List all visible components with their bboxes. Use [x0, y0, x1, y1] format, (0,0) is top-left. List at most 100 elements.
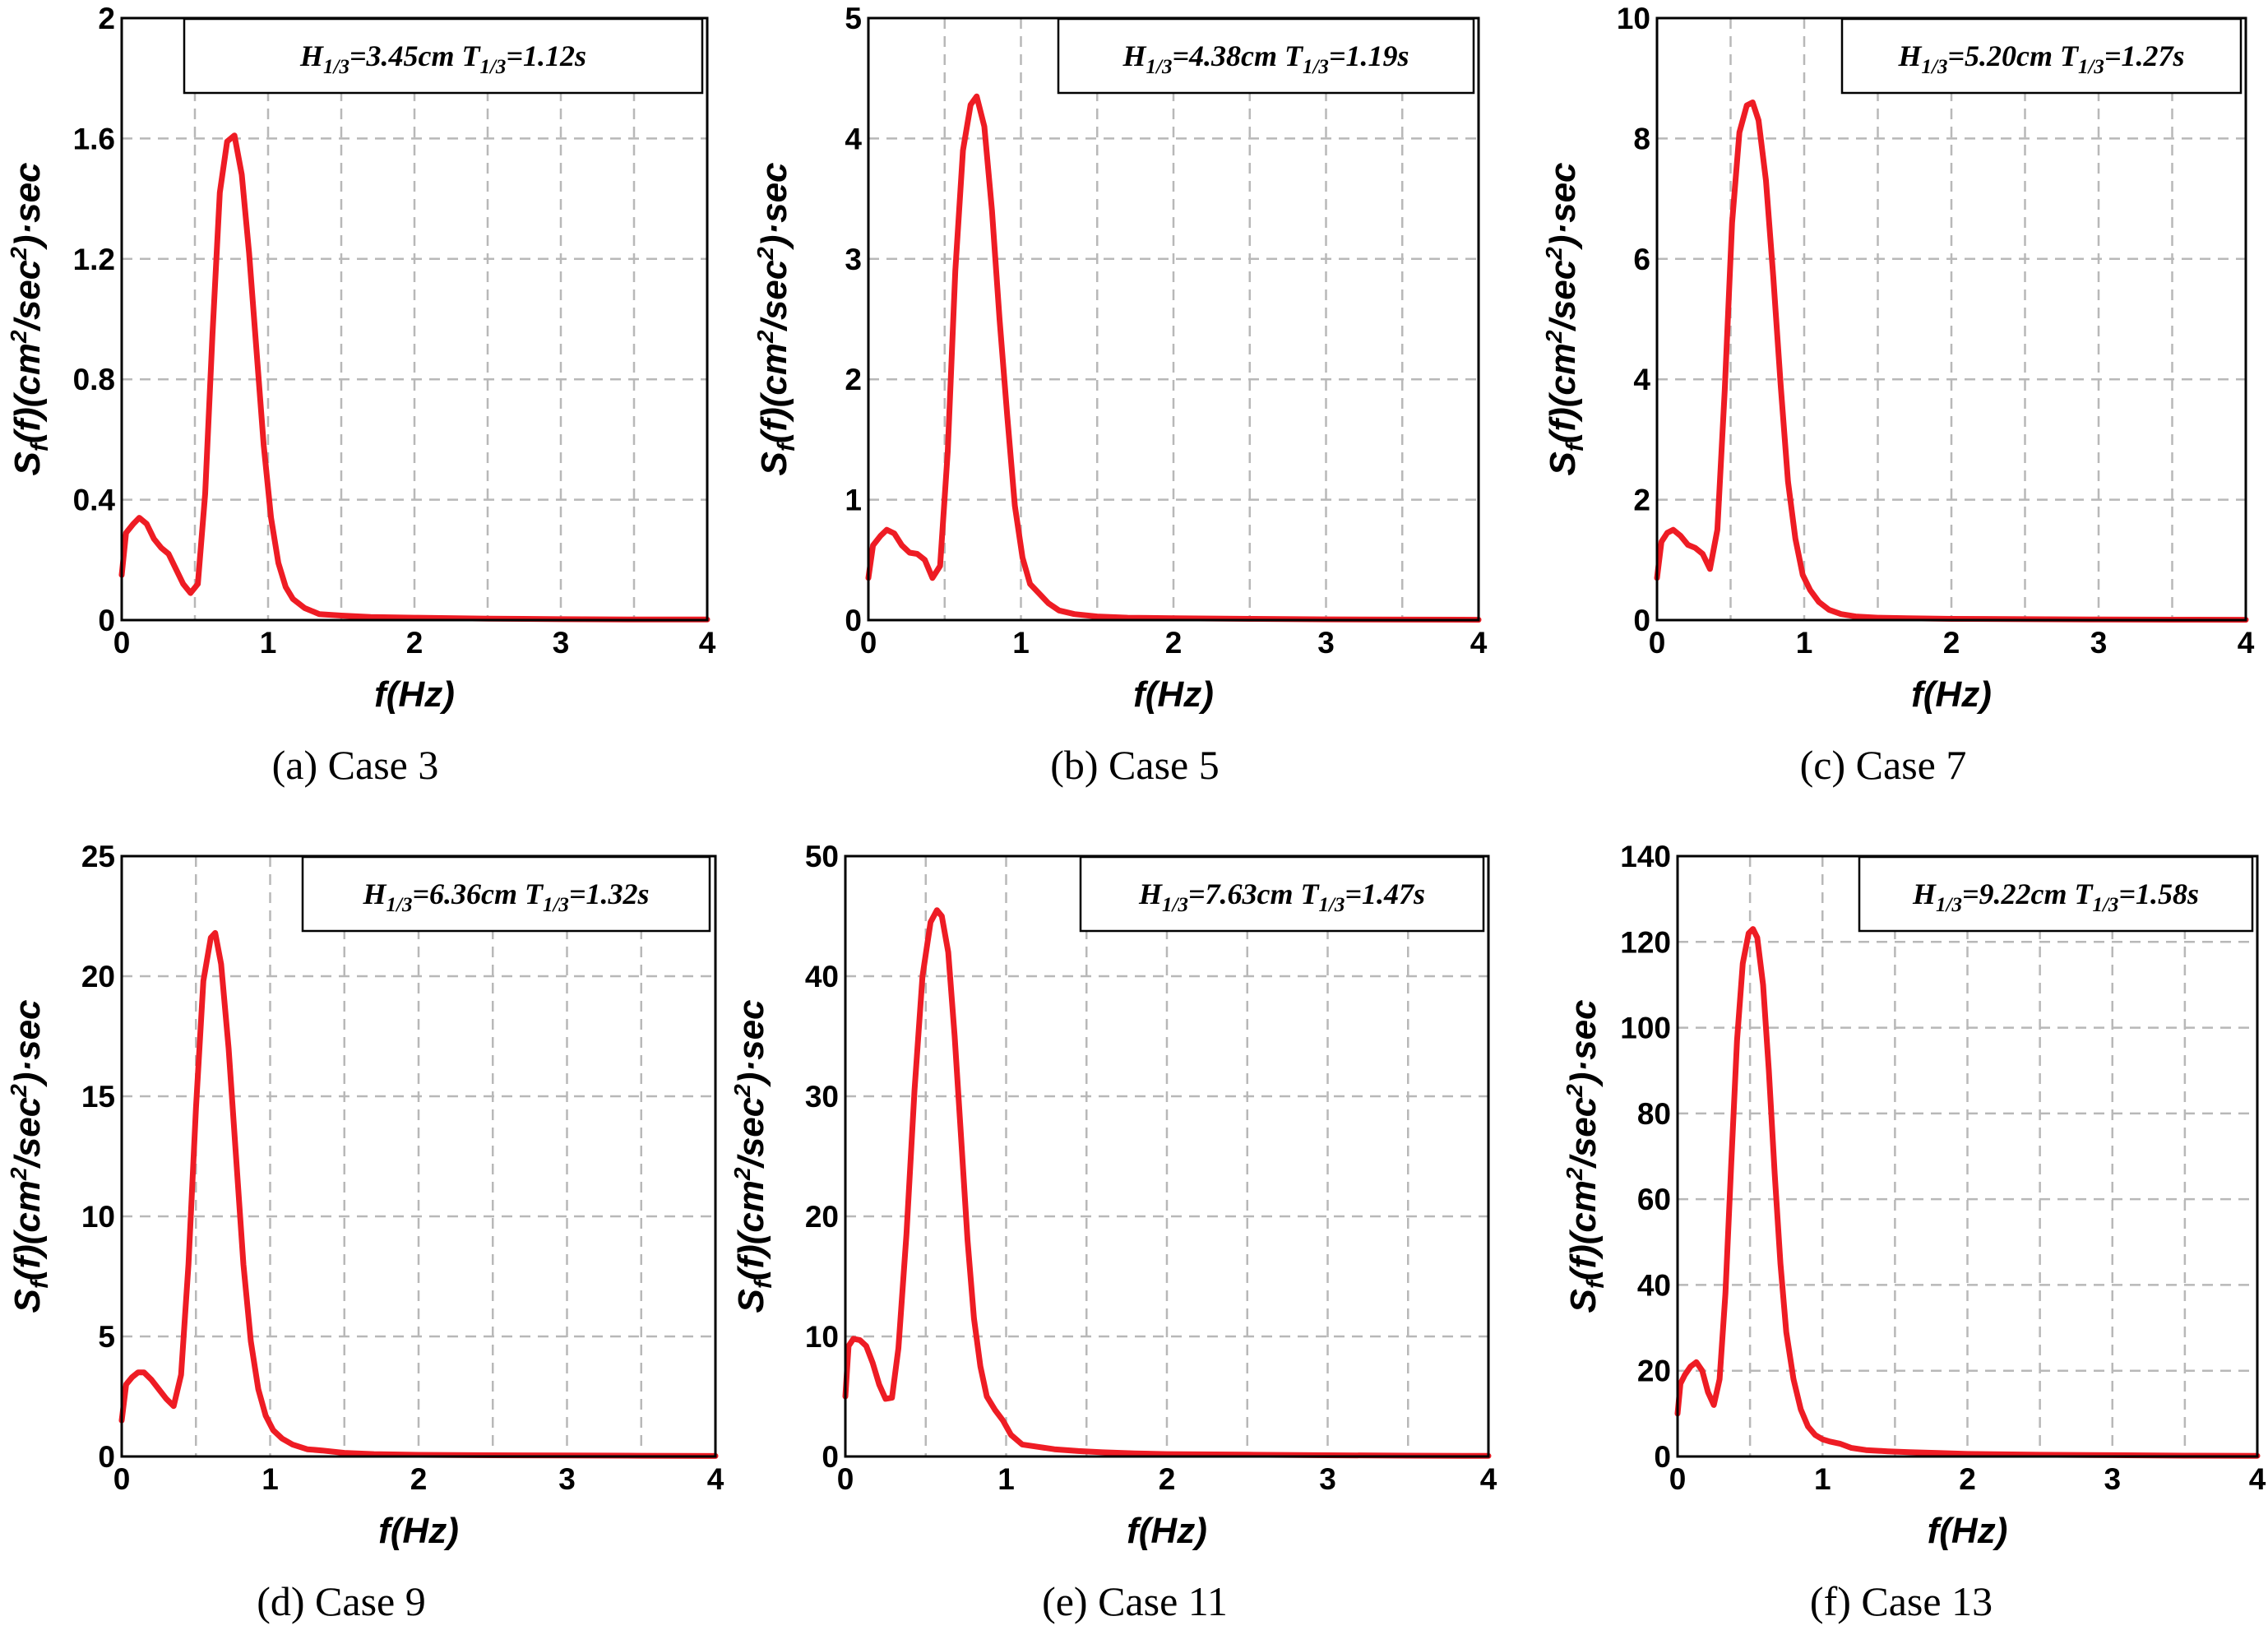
- legend-frame: [301, 855, 711, 933]
- legend-h-value: =6.36cm: [412, 878, 517, 910]
- x-tick-label: 0: [113, 1462, 131, 1496]
- legend-t-label: T: [2053, 39, 2080, 72]
- legend-box: H1/3=3.45cm T1/3=1.12s: [183, 17, 704, 95]
- y-axis-title-part: /sec: [731, 1097, 771, 1169]
- x-tick-label: 1: [260, 626, 277, 660]
- y-tick-label: 4: [1633, 363, 1650, 396]
- x-tick-label: 3: [1319, 1462, 1336, 1496]
- x-tick-label: 0: [1669, 1462, 1687, 1496]
- y-axis-title-part: )·sec: [731, 999, 771, 1087]
- panel-caption: (a) Case 3: [272, 742, 439, 788]
- y-tick-label: 4: [845, 122, 862, 155]
- legend-t-value: =1.12s: [506, 39, 586, 72]
- y-axis-title-part: (f)(cm: [754, 343, 794, 443]
- y-axis-title-part: /sec: [7, 1097, 48, 1169]
- legend-t-sub: 1/3: [2092, 894, 2118, 916]
- legend-t-sub: 1/3: [1303, 56, 1329, 78]
- y-tick-label: 10: [1617, 2, 1650, 35]
- chart-panel-5: 0 1 2 3 401020304050f(Hz)Sf(f)(cm2/sec2)·sec…: [729, 840, 1497, 1624]
- legend-h-sub: 1/3: [1936, 894, 1962, 916]
- y-tick-label: 0: [98, 604, 115, 637]
- y-tick-label: 2: [98, 2, 115, 35]
- legend-h-sub: 1/3: [386, 894, 413, 916]
- y-axis-title-part: 2: [729, 1084, 755, 1098]
- x-tick-label: 2: [406, 626, 424, 660]
- y-tick-label: 0.8: [73, 363, 115, 396]
- y-tick-label: 2: [1633, 484, 1650, 517]
- y-axis-title-part: f: [773, 441, 800, 452]
- y-tick-label: 20: [1637, 1355, 1671, 1388]
- y-axis-title: Sf(f)(cm2/sec2)·sec: [1541, 162, 1589, 475]
- y-tick-label: 0: [98, 1440, 115, 1474]
- y-axis-title-part: S: [7, 1289, 48, 1313]
- panel-caption: (e) Case 11: [1042, 1578, 1228, 1624]
- legend-text: H1/3=7.63cm T1/3=1.47s: [1138, 878, 1425, 916]
- y-tick-label: 0.4: [73, 484, 116, 517]
- y-tick-label: 40: [1637, 1268, 1671, 1302]
- y-tick-label: 8: [1633, 122, 1650, 155]
- chart-panel-3: 0 1 2 3 40246810f(Hz)Sf(f)(cm2/sec2)·secH1/3…: [1541, 2, 2255, 788]
- y-axis-title-part: f: [750, 1278, 777, 1289]
- y-axis-title-part: /sec: [754, 260, 794, 332]
- legend-text: H1/3=5.20cm T1/3=1.27s: [1898, 39, 2185, 78]
- legend-text: H1/3=9.22cm T1/3=1.58s: [1912, 878, 2199, 916]
- panel-caption: (c) Case 7: [1800, 742, 1967, 788]
- y-tick-label: 1.2: [73, 243, 115, 276]
- legend-h-label: H: [299, 39, 324, 72]
- y-tick-label: 5: [845, 2, 862, 35]
- x-tick-label: 4: [699, 626, 716, 660]
- legend-h-value: =9.22cm: [1962, 878, 2067, 910]
- legend-text: H1/3=6.36cm T1/3=1.32s: [363, 878, 650, 916]
- y-tick-label: 0: [1633, 604, 1650, 637]
- legend-t-label: T: [2067, 878, 2094, 910]
- x-tick-label: 4: [1470, 626, 1488, 660]
- legend-t-value: =1.47s: [1345, 878, 1425, 910]
- y-tick-label: 25: [81, 840, 115, 873]
- series-line: [842, 907, 1492, 1459]
- x-axis-title: f(Hz): [374, 674, 455, 715]
- y-tick-label: 80: [1637, 1097, 1671, 1131]
- legend-box: H1/3=4.38cm T1/3=1.19s: [1057, 17, 1475, 95]
- x-tick-label: 1: [997, 1462, 1015, 1496]
- panel-caption: (d) Case 9: [257, 1578, 426, 1624]
- x-tick-label: 2: [1959, 1462, 1976, 1496]
- y-tick-label: 10: [81, 1200, 115, 1234]
- y-tick-label: 30: [805, 1080, 839, 1114]
- x-tick-label: 3: [553, 626, 570, 660]
- panel-caption: (f) Case 13: [1810, 1578, 1993, 1624]
- x-tick-label: 4: [707, 1462, 724, 1496]
- x-tick-label: 0: [113, 626, 131, 660]
- y-axis-title-part: (f)(cm: [1563, 1180, 1604, 1280]
- x-tick-label: 1: [1796, 626, 1813, 660]
- x-axis-title: f(Hz): [1911, 674, 1992, 715]
- y-axis-title: Sf(f)(cm2/sec2)·sec: [729, 999, 777, 1313]
- series-line: [118, 929, 719, 1459]
- x-tick-label: 2: [410, 1462, 428, 1496]
- y-axis-title-part: 2: [6, 1084, 31, 1098]
- y-tick-label: 100: [1620, 1012, 1671, 1045]
- x-tick-label: 3: [2104, 1462, 2121, 1496]
- y-tick-label: 0: [1654, 1440, 1671, 1474]
- y-axis-title-part: /sec: [7, 260, 48, 332]
- y-axis-title-part: S: [1563, 1289, 1604, 1313]
- legend-frame: [1858, 855, 2254, 933]
- legend-t-sub: 1/3: [2078, 56, 2104, 78]
- legend-frame: [1057, 17, 1475, 95]
- y-axis-title-part: 2: [6, 247, 31, 261]
- y-axis-title-part: S: [731, 1289, 771, 1313]
- x-tick-label: 3: [2090, 626, 2108, 660]
- legend-h-label: H: [1122, 39, 1147, 72]
- legend-t-label: T: [1277, 39, 1304, 72]
- legend-t-label: T: [517, 878, 544, 910]
- x-axis-title: f(Hz): [1127, 1511, 1207, 1551]
- y-axis-title-part: 2: [1562, 1084, 1587, 1098]
- x-tick-label: 2: [1943, 626, 1960, 660]
- legend-h-sub: 1/3: [1922, 56, 1948, 78]
- y-tick-label: 60: [1637, 1183, 1671, 1216]
- y-axis-title-part: )·sec: [754, 162, 794, 250]
- legend-box: H1/3=7.63cm T1/3=1.47s: [1079, 855, 1485, 933]
- legend-box: H1/3=9.22cm T1/3=1.58s: [1858, 855, 2254, 933]
- legend-h-sub: 1/3: [323, 56, 349, 78]
- y-axis-title-part: 2: [1541, 247, 1567, 261]
